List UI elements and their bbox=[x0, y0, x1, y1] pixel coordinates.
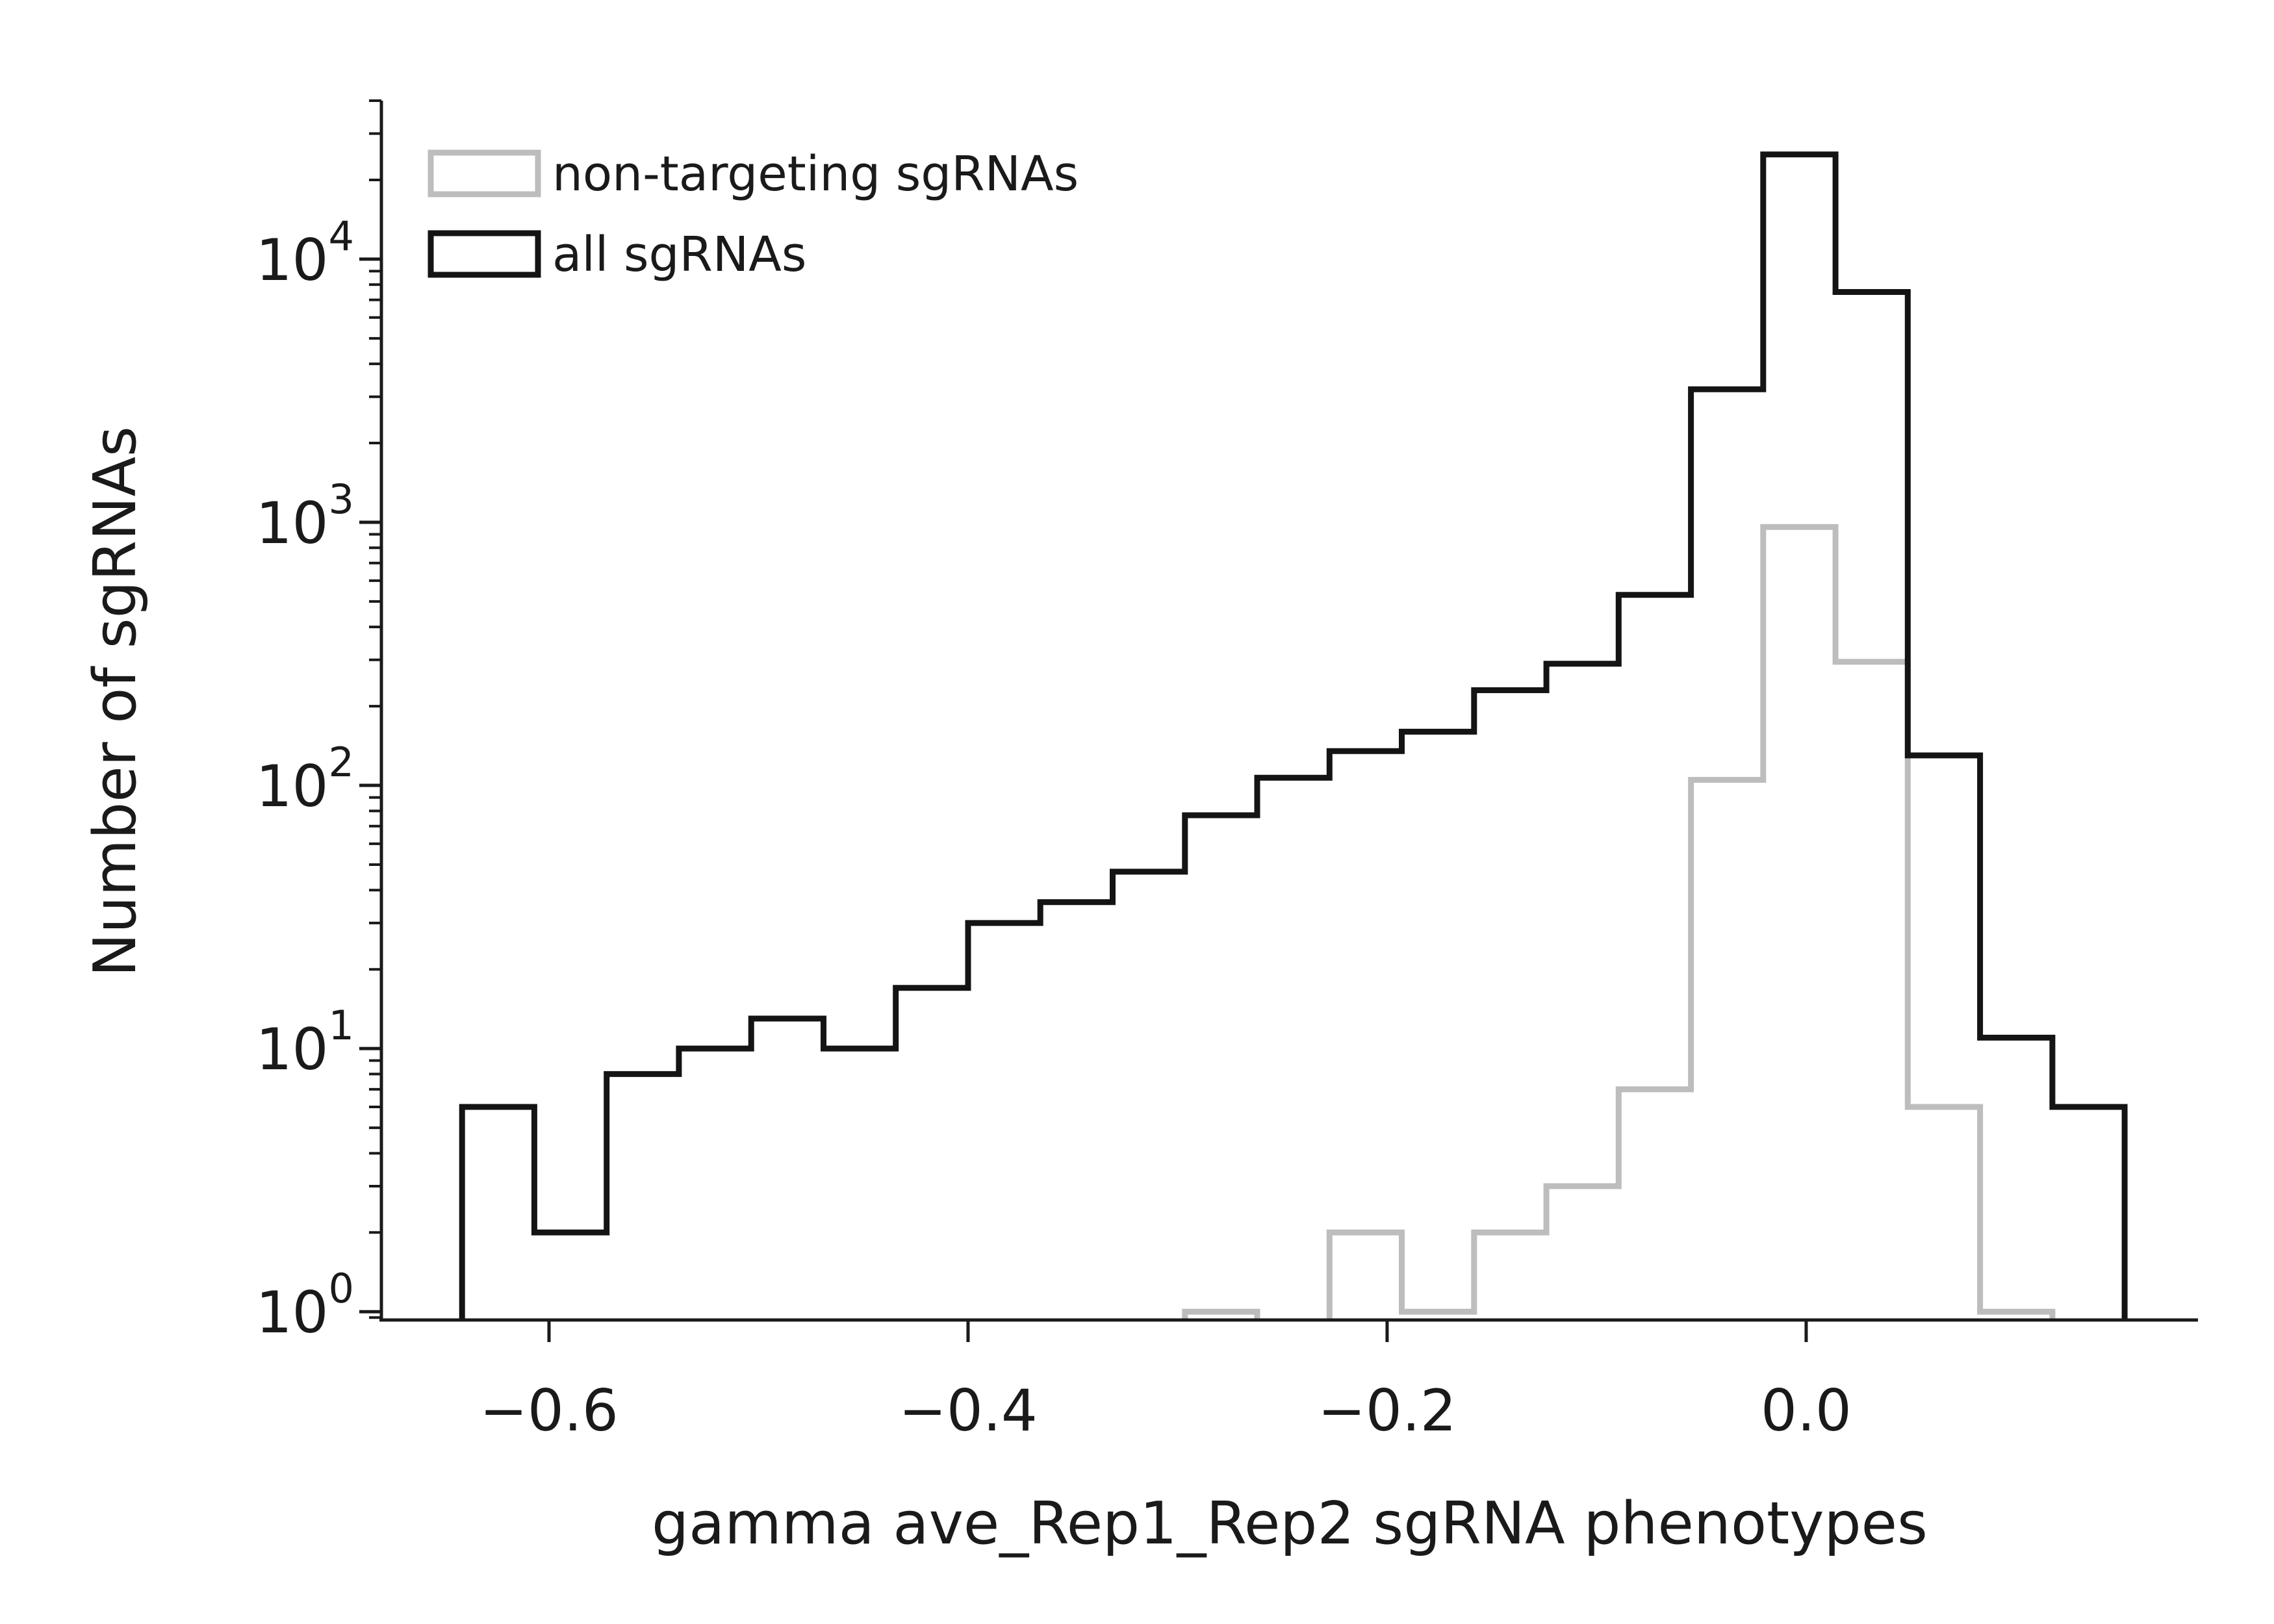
y-major-ticks: 100 101 102 103 104 bbox=[256, 212, 381, 1346]
plot-series bbox=[459, 151, 2128, 1320]
y-tick-label: 102 bbox=[256, 739, 354, 820]
legend: non-targeting sgRNAs all sgRNAs bbox=[428, 146, 1079, 283]
y-tick-label: 104 bbox=[256, 212, 354, 294]
x-axis-title: gamma ave_Rep1_Rep2 sgRNA phenotypes bbox=[652, 1490, 1928, 1558]
series-line-1 bbox=[459, 151, 2128, 1320]
y-minor-ticks bbox=[369, 99, 381, 1319]
series-line-0 bbox=[1182, 524, 2056, 1320]
x-tick-label: −0.2 bbox=[1318, 1377, 1457, 1444]
x-ticks: −0.6 −0.4 −0.2 0.0 bbox=[479, 1320, 1852, 1444]
y-tick-label: 100 bbox=[256, 1265, 354, 1346]
x-tick-label: 0.0 bbox=[1761, 1377, 1852, 1444]
x-tick-label: −0.4 bbox=[899, 1377, 1038, 1444]
y-tick-label: 103 bbox=[256, 476, 354, 557]
legend-label-1: all sgRNAs bbox=[552, 227, 806, 283]
legend-label-0: non-targeting sgRNAs bbox=[552, 146, 1079, 202]
x-tick-label: −0.6 bbox=[479, 1377, 619, 1444]
legend-swatch-0 bbox=[428, 149, 541, 197]
y-tick-label: 101 bbox=[256, 1002, 354, 1083]
legend-swatch-1 bbox=[428, 230, 541, 278]
y-axis-title: Number of sgRNAs bbox=[81, 426, 149, 977]
